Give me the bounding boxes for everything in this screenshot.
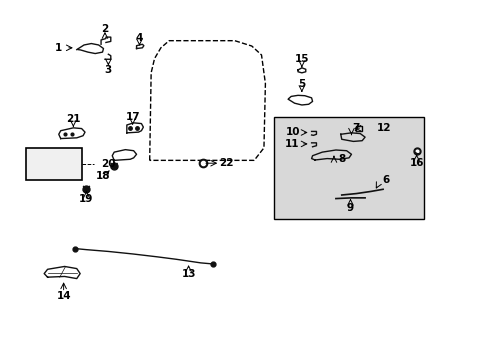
Text: 8: 8: [337, 154, 345, 164]
Text: 2: 2: [101, 23, 108, 33]
Text: 15: 15: [294, 54, 308, 64]
Text: 6: 6: [381, 175, 388, 185]
Text: 20: 20: [101, 159, 115, 169]
Text: 16: 16: [408, 158, 423, 168]
Text: 1: 1: [55, 43, 62, 53]
Text: 12: 12: [377, 123, 391, 133]
Text: 18: 18: [96, 171, 110, 181]
Text: 7: 7: [352, 123, 359, 133]
Text: 3: 3: [104, 65, 112, 75]
Text: 4: 4: [136, 33, 143, 43]
Text: 13: 13: [181, 269, 195, 279]
Text: 10: 10: [285, 127, 300, 138]
Bar: [26, 148, 81, 180]
Text: 5: 5: [298, 79, 305, 89]
Text: 14: 14: [56, 291, 71, 301]
Text: 21: 21: [66, 114, 81, 124]
Text: 17: 17: [125, 112, 140, 122]
Text: 11: 11: [285, 139, 299, 149]
Text: 19: 19: [79, 194, 94, 203]
Bar: [273, 117, 424, 219]
Text: 9: 9: [346, 203, 353, 213]
Text: 22: 22: [218, 158, 233, 168]
